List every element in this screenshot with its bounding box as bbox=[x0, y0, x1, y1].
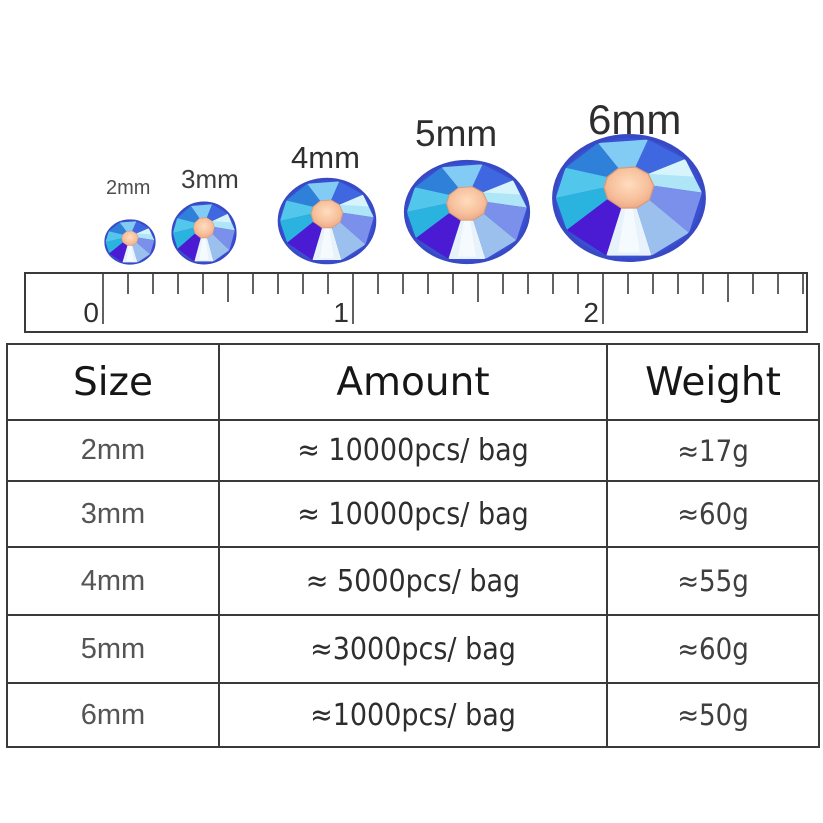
rhinestone-image-5mm bbox=[403, 159, 531, 265]
weight-cell: ≈55g bbox=[606, 546, 820, 616]
ruler-mark-2: 2 bbox=[583, 297, 599, 328]
table-row: 6mm ≈1000pcs/ bag ≈50g bbox=[6, 682, 820, 748]
table-row: 4mm ≈ 5000pcs/ bag ≈55g bbox=[6, 546, 820, 616]
rhinestone-image-4mm bbox=[277, 177, 377, 265]
amount-cell: ≈3000pcs/ bag bbox=[218, 614, 608, 684]
weight-cell: ≈60g bbox=[606, 480, 820, 548]
table-row: 2mm ≈ 10000pcs/ bag ≈17g bbox=[6, 419, 820, 482]
table-row: 5mm ≈3000pcs/ bag ≈60g bbox=[6, 614, 820, 684]
size-cell: 6mm bbox=[6, 682, 220, 748]
amount-cell: ≈1000pcs/ bag bbox=[218, 682, 608, 748]
ruler-ticks bbox=[102, 274, 804, 324]
size-cell: 3mm bbox=[6, 480, 220, 548]
size-cell: 2mm bbox=[6, 419, 220, 482]
amount-cell: ≈ 5000pcs/ bag bbox=[218, 546, 608, 616]
gem-size-label-4mm: 4mm bbox=[291, 140, 360, 175]
spec-table: Size Amount Weight 2mm ≈ 10000pcs/ bag ≈… bbox=[6, 343, 820, 748]
amount-cell: ≈ 10000pcs/ bag bbox=[218, 419, 608, 482]
rhinestone-image-6mm bbox=[551, 133, 707, 263]
gem-size-label-6mm: 6mm bbox=[588, 96, 682, 143]
size-cell: 4mm bbox=[6, 546, 220, 616]
weight-cell: ≈17g bbox=[606, 419, 820, 482]
table-row: 3mm ≈ 10000pcs/ bag ≈60g bbox=[6, 480, 820, 548]
table-header-row: Size Amount Weight bbox=[6, 343, 820, 421]
rhinestone-image-3mm bbox=[171, 201, 237, 265]
header-size: Size bbox=[6, 343, 220, 421]
header-amount: Amount bbox=[218, 343, 608, 421]
gem-size-label-3mm: 3mm bbox=[181, 164, 239, 194]
weight-cell: ≈50g bbox=[606, 682, 820, 748]
rhinestone-image-2mm bbox=[104, 219, 156, 265]
ruler-body bbox=[24, 272, 808, 333]
amount-cell: ≈ 10000pcs/ bag bbox=[218, 480, 608, 548]
header-weight: Weight bbox=[606, 343, 820, 421]
size-cell: 5mm bbox=[6, 614, 220, 684]
ruler: 0 1 2 bbox=[24, 272, 808, 333]
ruler-mark-1: 1 bbox=[333, 297, 349, 328]
ruler-mark-0: 0 bbox=[83, 297, 99, 328]
weight-cell: ≈60g bbox=[606, 614, 820, 684]
gem-size-label-5mm: 5mm bbox=[415, 113, 498, 154]
gem-size-label-2mm: 2mm bbox=[106, 177, 151, 199]
